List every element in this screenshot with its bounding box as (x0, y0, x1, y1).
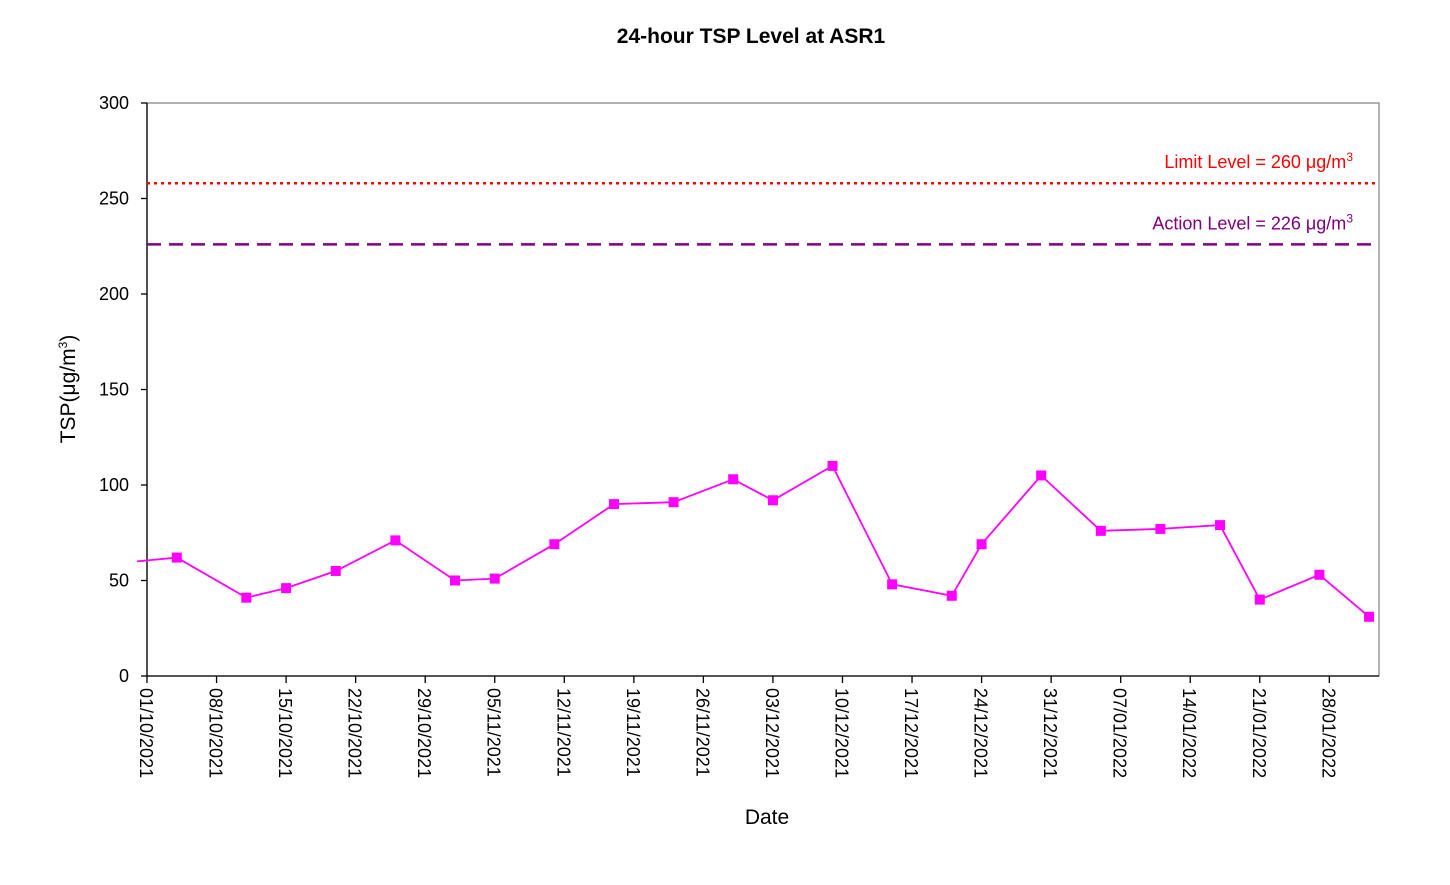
limit-level-label-unit: g/m (1316, 152, 1346, 172)
data-point-marker (1254, 594, 1265, 605)
data-point-marker (330, 565, 341, 576)
x-tick-label: 12/11/2021 (553, 688, 573, 777)
x-tick-label: 17/12/2021 (901, 688, 921, 778)
x-axis-label: Date (745, 806, 789, 829)
x-tick-label: 29/10/2021 (414, 688, 434, 778)
action-level-label-mu: μ (1306, 213, 1316, 233)
x-axis-ticks: 01/10/2021 08/10/2021 15/10/2021 22/10/2021… (136, 676, 1338, 778)
y-axis-ticks: 0 50 100 150 200 250 300 (99, 93, 147, 686)
data-point-marker (827, 460, 838, 471)
y-axis-label: TSP(μg/m3) (56, 335, 80, 444)
action-level-label-text: Action Level = 226 (1152, 213, 1306, 233)
x-tick-label: 03/12/2021 (762, 688, 782, 778)
x-tick-label: 31/12/2021 (1040, 688, 1060, 778)
y-axis-label-prefix: TSP( (57, 395, 80, 443)
x-tick-label: 21/01/2022 (1249, 688, 1269, 778)
y-tick-label: 50 (109, 571, 129, 591)
x-tick-label: 14/01/2022 (1179, 688, 1199, 778)
y-tick-label: 0 (119, 666, 129, 686)
x-tick-label: 07/01/2022 (1110, 688, 1130, 778)
series-line (137, 464, 1370, 618)
x-tick-label: 24/12/2021 (971, 688, 991, 778)
data-point-marker (171, 552, 182, 563)
y-axis-label-unit: g/m (57, 348, 80, 383)
data-point-marker (1314, 569, 1325, 580)
data-point-marker (1215, 520, 1226, 531)
limit-level-label: Limit Level = 260 μg/m3 (1164, 150, 1353, 172)
y-tick-label: 150 (99, 380, 129, 400)
plot-area-frame (146, 102, 1380, 677)
data-point-marker (281, 583, 292, 594)
data-point-marker (767, 495, 778, 506)
data-point-marker (608, 499, 619, 510)
data-point-marker (390, 535, 401, 546)
x-tick-label: 05/11/2021 (484, 688, 504, 777)
y-tick-label: 100 (99, 475, 129, 495)
y-axis-label-mu: μ (57, 383, 80, 395)
y-tick-label: 200 (99, 284, 129, 304)
x-tick-label: 26/11/2021 (692, 688, 712, 777)
chart-title: 24-hour TSP Level at ASR1 (617, 25, 886, 48)
x-tick-label: 08/10/2021 (206, 688, 226, 778)
data-point-marker (887, 579, 898, 590)
limit-level-label-superscript: 3 (1346, 150, 1353, 164)
data-point-marker (668, 497, 679, 508)
y-axis-label-superscript: 3 (56, 341, 70, 348)
data-point-marker (946, 590, 957, 601)
y-axis-label-suffix: ) (57, 335, 80, 342)
limit-level-label-mu: μ (1306, 152, 1316, 172)
data-point-marker (1095, 525, 1106, 536)
x-tick-label: 10/12/2021 (831, 688, 851, 778)
data-series (137, 460, 1375, 622)
x-tick-label: 28/01/2022 (1318, 688, 1338, 778)
x-tick-label: 19/11/2021 (623, 688, 643, 777)
x-tick-label: 22/10/2021 (345, 688, 365, 778)
y-tick-label: 250 (99, 189, 129, 209)
limit-level-label-text: Limit Level = 260 (1164, 152, 1306, 172)
x-tick-label: 15/10/2021 (275, 688, 295, 778)
action-level-label-unit: g/m (1316, 213, 1346, 233)
data-point-marker (1036, 470, 1047, 481)
data-point-marker (241, 592, 252, 603)
data-point-marker (1155, 523, 1166, 534)
data-point-marker (489, 573, 500, 584)
data-point-marker (976, 539, 987, 550)
y-tick-label: 300 (99, 93, 129, 113)
data-point-marker (549, 539, 560, 550)
action-level-label: Action Level = 226 μg/m3 (1152, 211, 1353, 233)
data-point-marker (450, 575, 460, 586)
x-tick-label: 01/10/2021 (136, 688, 156, 778)
data-point-marker (728, 474, 739, 485)
data-point-marker (1364, 611, 1375, 622)
action-level-label-superscript: 3 (1346, 211, 1353, 225)
